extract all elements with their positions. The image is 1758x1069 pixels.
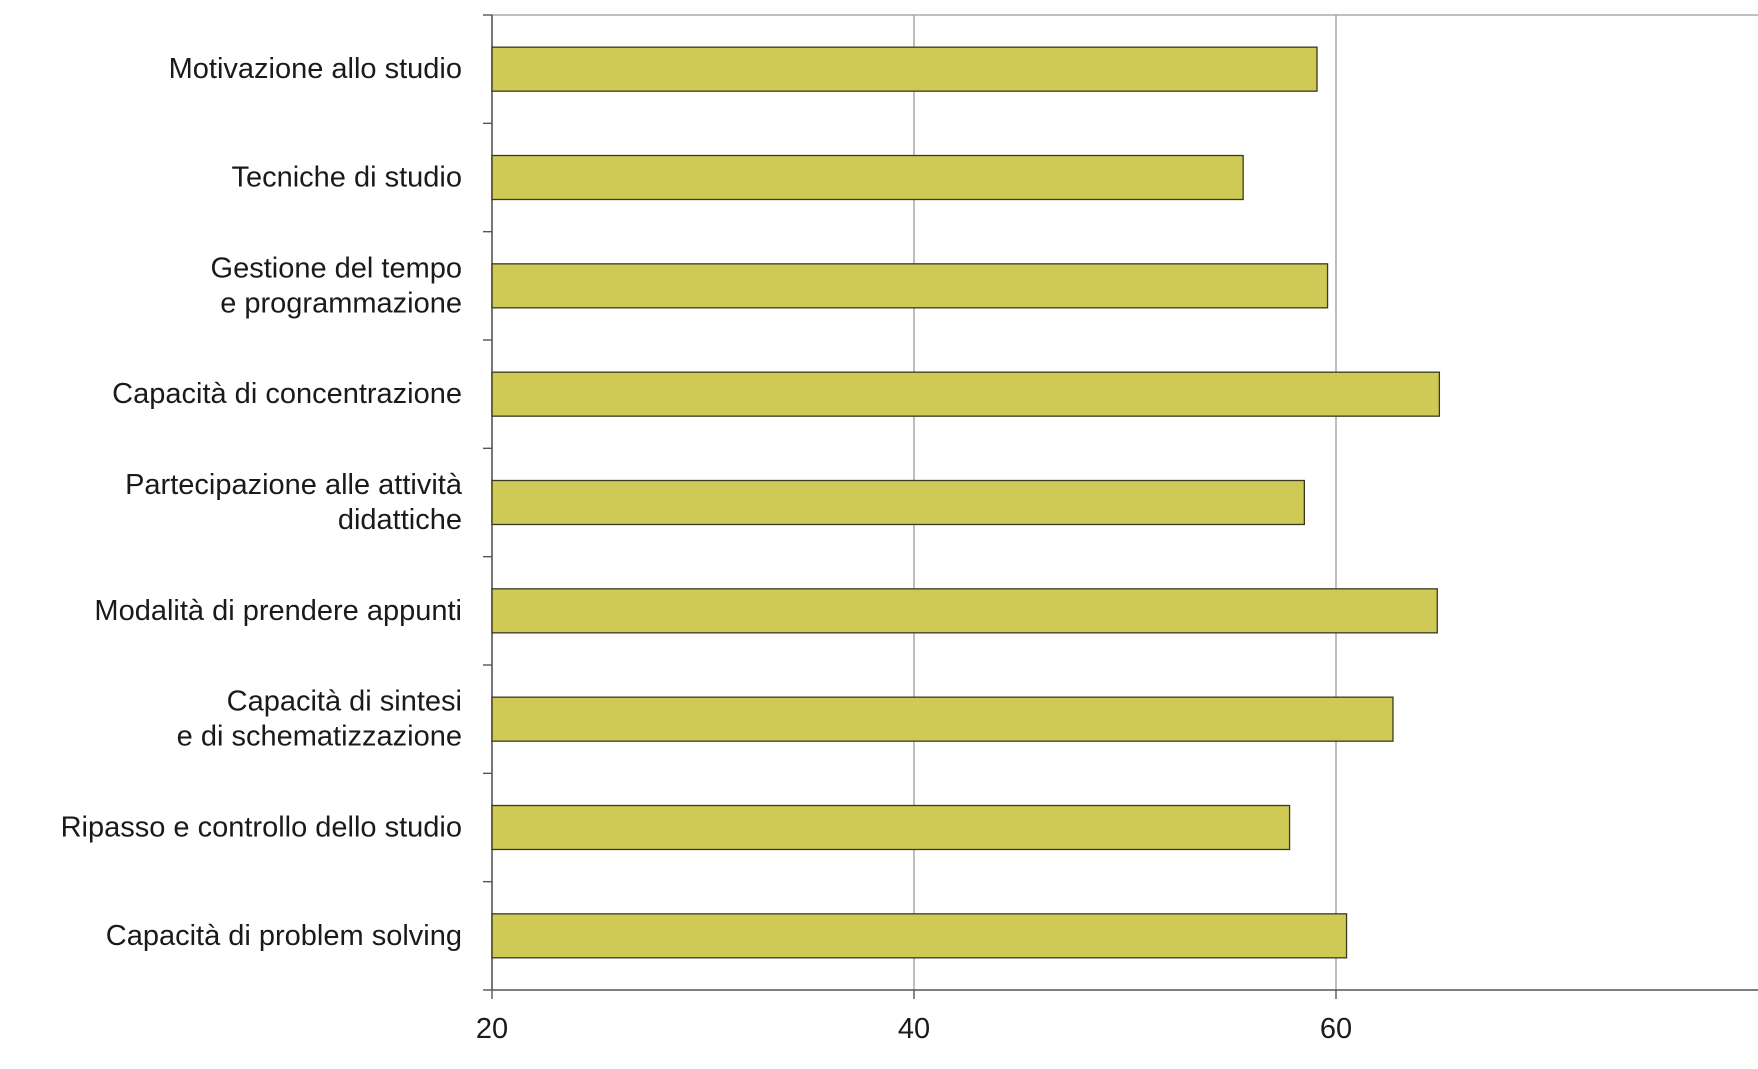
category-label-2-line-0: Gestione del tempo — [211, 252, 462, 284]
bar-8 — [491, 913, 1348, 959]
bar-7 — [491, 804, 1291, 851]
x-tick-label-2: 60 — [1320, 1013, 1352, 1045]
bar-4 — [491, 479, 1305, 526]
bar-5 — [491, 588, 1438, 634]
bar-2 — [491, 263, 1329, 309]
category-label-8: Capacità di problem solving — [106, 920, 462, 952]
bar-0 — [491, 46, 1318, 92]
category-label-7: Ripasso e controllo dello studio — [61, 812, 462, 844]
category-label-4-line-0: Partecipazione alle attività — [125, 469, 463, 501]
x-tick-label-0: 20 — [476, 1013, 508, 1045]
category-label-4-line-1: didattiche — [338, 504, 462, 536]
category-label-0: Motivazione allo studio — [169, 53, 462, 85]
x-tick-label-1: 40 — [898, 1013, 930, 1045]
bar-3 — [491, 371, 1441, 417]
category-label-3: Capacità di concentrazione — [112, 378, 462, 410]
bar-1 — [491, 154, 1244, 201]
x-tick-labels: 20 40 60 — [476, 1013, 1352, 1045]
category-label-1: Tecniche di studio — [231, 162, 462, 194]
category-label-6-line-0: Capacità di sintesi — [227, 686, 462, 718]
category-label-6-line-1: e di schematizzazione — [177, 721, 462, 753]
category-label-2-line-1: e programmazione — [220, 287, 462, 319]
category-labels: Motivazione allo studio Tecniche di studi… — [61, 53, 463, 952]
bars — [491, 46, 1441, 959]
bar-6 — [491, 696, 1394, 742]
category-label-5: Modalità di prendere appunti — [94, 595, 462, 627]
